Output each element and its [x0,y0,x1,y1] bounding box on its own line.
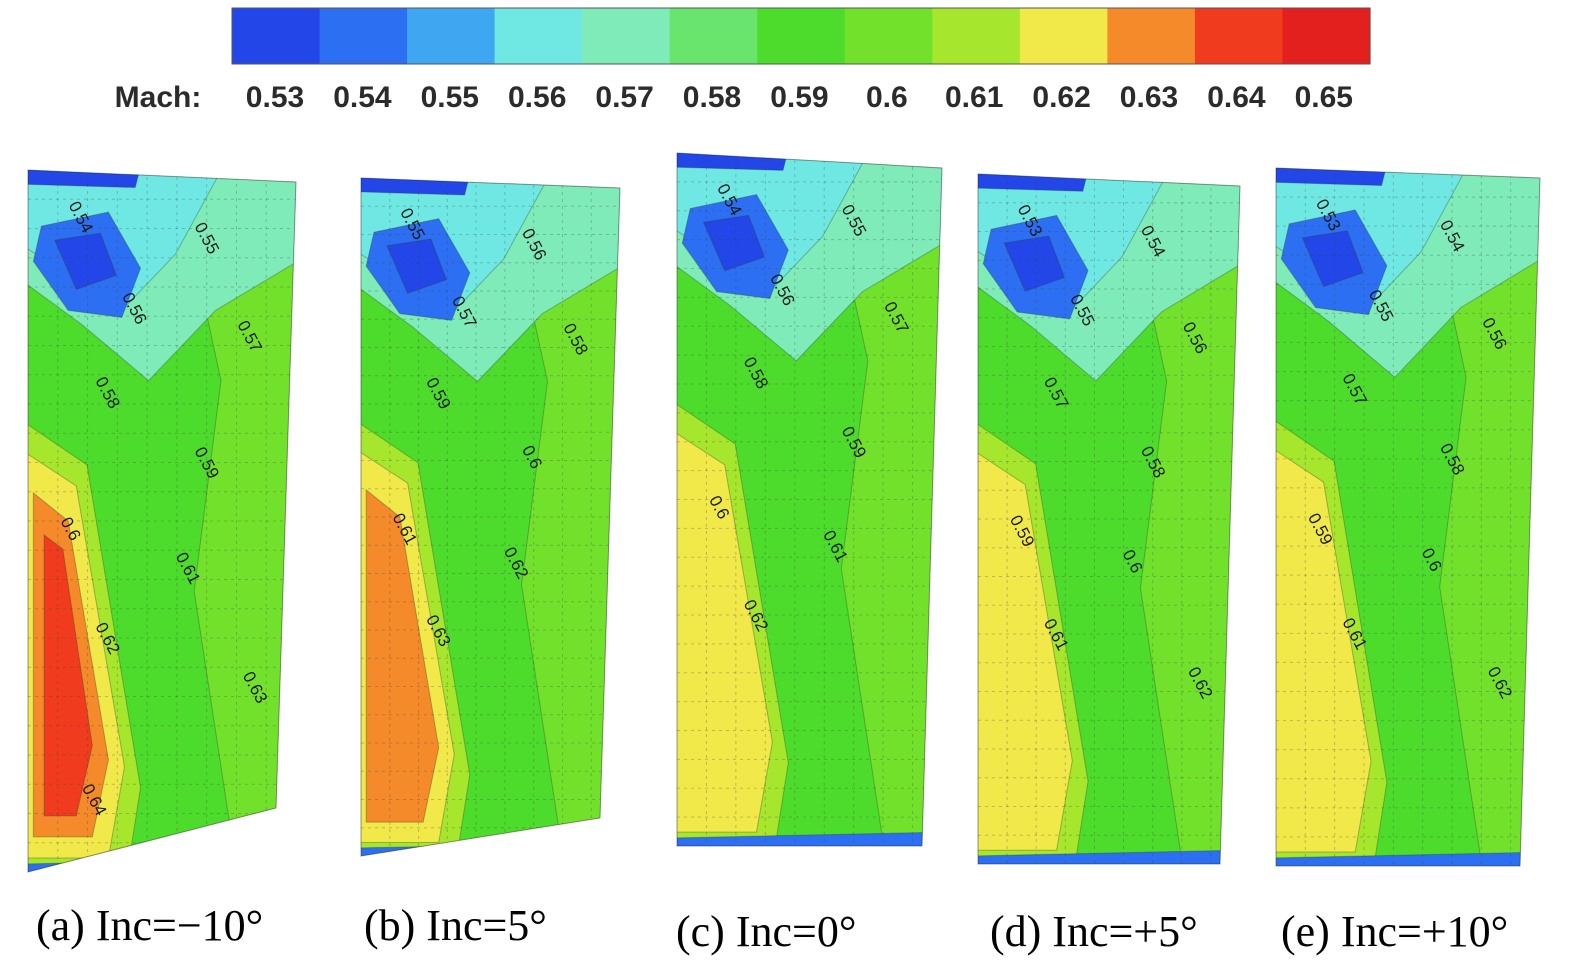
colorbar-swatch [932,8,1021,64]
colorbar-tick-label: 0.64 [1207,81,1266,114]
field-strip [1276,851,1540,866]
colorbar-swatch [844,8,933,64]
field-vortex [1301,230,1364,288]
field-core [43,534,93,817]
colorbar-tick-label: 0.53 [246,81,304,114]
field-strip [677,153,797,171]
colorbar-swatch [232,8,321,64]
field-strip [1276,168,1396,186]
field-core [978,449,1073,851]
colorbar-swatch [319,8,408,64]
colorbar-tick-label: 0.58 [683,81,741,114]
colorbar-swatch [757,8,846,64]
colorbar-tick-label: 0.57 [595,81,653,114]
contour-panel-e: 0.530.540.550.560.570.580.590.60.610.62 [1275,167,1541,867]
field-strip [978,174,1097,192]
colorbar-tick-label: 0.65 [1295,81,1353,114]
caption-b: (b) Inc=5° [364,901,547,950]
colorbar-swatch [1282,8,1371,64]
field-core [365,488,440,823]
colorbar-tick-label: 0.54 [333,81,392,114]
panel-outline [676,152,943,847]
colorbar-tick-label: 0.55 [421,81,479,114]
colorbar-tick-label: 0.56 [508,81,566,114]
field-strip [361,178,479,196]
field-strip [677,831,942,846]
field-vortex [386,238,448,294]
colorbar-frame [231,7,1371,65]
field-vortex [54,232,118,290]
panel-outline [360,177,621,857]
caption-c: (c) Inc=0° [676,907,857,956]
field-core [1276,446,1372,853]
colorbar-swatch [1107,8,1196,64]
colorbar-swatch [582,8,671,64]
field-strip [978,849,1240,864]
contour-panel-b: 0.550.560.570.580.590.60.610.620.63 [360,177,621,857]
colorbar-tick-label: 0.61 [945,81,1003,114]
contour-panel-d: 0.530.540.550.560.570.580.590.60.610.62 [977,173,1241,865]
field-band [1420,168,1540,866]
field-band [1121,174,1240,864]
field-core [677,429,773,833]
colorbar-swatch [494,8,583,64]
contour-panel-a: 0.540.550.560.570.580.590.60.610.620.630… [27,169,297,873]
field-band [174,170,296,872]
colorbar-swatch [1019,8,1108,64]
field-strip [28,170,150,189]
caption-e: (e) Inc=+10° [1281,907,1509,956]
field-vortex [702,214,766,272]
colorbar-label: Mach: [115,81,202,114]
colorbar-tick-label: 0.59 [770,81,828,114]
colorbar-swatch [1194,8,1284,64]
caption-d: (d) Inc=+5° [990,907,1198,956]
colorbar-tick-label: 0.63 [1120,81,1178,114]
colorbar-tick-label: 0.62 [1032,81,1090,114]
colorbar-swatch [407,8,496,64]
field-vortex [1003,235,1066,292]
contour-panel-c: 0.540.550.560.570.580.590.60.610.62 [676,152,943,847]
caption-a: (a) Inc=−10° [36,901,264,950]
panel-outline [1275,167,1541,867]
colorbar-swatch [669,8,758,64]
colorbar-tick-label: 0.6 [866,81,908,114]
field-band [502,178,620,856]
field-band [822,153,942,846]
panel-outline [27,169,297,873]
mach-colorbar: Mach: 0.53 0.54 0.55 0.56 0.57 0.58 0.59 0.6 0.6… [115,7,1371,114]
panel-outline [977,173,1241,865]
